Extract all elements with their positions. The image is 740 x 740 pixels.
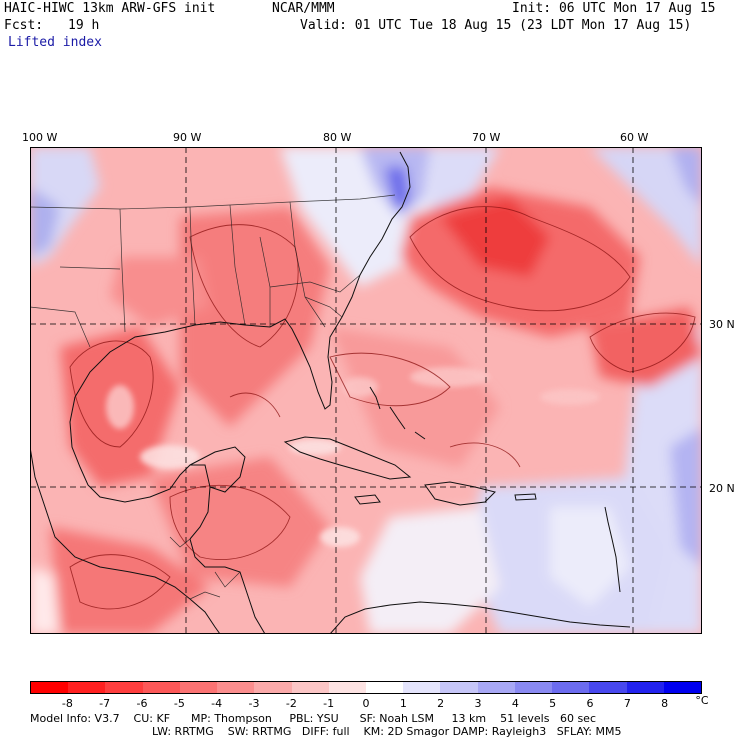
- lifted-index-map: [30, 147, 702, 634]
- map-canvas: [30, 147, 702, 634]
- valid-time: Valid: 01 UTC Tue 18 Aug 15 (23 LDT Mon …: [300, 18, 692, 33]
- colorbar-segment: [589, 682, 627, 693]
- lon-label-70w: 70 W: [472, 131, 501, 144]
- colorbar-tick-label: -3: [248, 697, 260, 710]
- colorbar-tick-label: -1: [323, 697, 335, 710]
- lat-lon-grid: [30, 147, 702, 634]
- field-shading: [30, 147, 702, 634]
- colorbar-segment: [440, 682, 478, 693]
- colorbar-tick-label: -2: [285, 697, 297, 710]
- coastlines: [30, 151, 631, 634]
- lon-label-60w: 60 W: [620, 131, 649, 144]
- colorbar-tick-label: 3: [474, 697, 482, 710]
- map-frame: [30, 147, 702, 634]
- colorbar-segment: [179, 682, 218, 693]
- fcst-value: 19 h: [68, 18, 100, 33]
- colorbar-segment: [217, 682, 255, 693]
- lat-label-20n: 20 N: [709, 482, 735, 495]
- colorbar-tick-label: -5: [173, 697, 185, 710]
- colorbar-unit: °C: [695, 694, 709, 707]
- colorbar-tick-label: 4: [511, 697, 519, 710]
- model-info-line1: Model Info: V3.7 CU: KF MP: Thompson PBL…: [30, 712, 596, 725]
- colorbar-segment: [552, 682, 590, 693]
- colorbar-segment: [31, 682, 69, 693]
- li-contours: [69, 206, 696, 610]
- colorbar-tick-label: 7: [623, 697, 631, 710]
- colorbar-tick-label: -8: [61, 697, 73, 710]
- model-info-line2: LW: RRTMG SW: RRTMG DIFF: full KM: 2D Sm…: [152, 725, 622, 738]
- colorbar-segment: [291, 682, 329, 693]
- political-borders: [30, 194, 396, 600]
- fcst-label: Fcst:: [4, 18, 44, 33]
- colorbar-tick-label: 2: [437, 697, 445, 710]
- colorbar-segment: [365, 682, 404, 693]
- colorbar-segment: [105, 682, 143, 693]
- colorbar-tick-label: 0: [362, 697, 370, 710]
- colorbar-segment: [142, 682, 180, 693]
- colorbar-tick-label: -4: [211, 697, 223, 710]
- field-name: Lifted index: [8, 35, 102, 50]
- colorbar-segment: [626, 682, 664, 693]
- model-title: HAIC-HIWC 13km ARW-GFS init: [4, 1, 216, 16]
- colorbar-tick-label: 6: [586, 697, 594, 710]
- colorbar: [30, 681, 702, 694]
- org-label: NCAR/MMM: [272, 1, 335, 16]
- colorbar-tick-label: 8: [661, 697, 669, 710]
- colorbar-segment: [403, 682, 441, 693]
- colorbar-tick-label: 5: [549, 697, 557, 710]
- field-detail: [106, 367, 600, 547]
- colorbar-tick-label: -7: [99, 697, 111, 710]
- colorbar-segment: [254, 682, 292, 693]
- colorbar-segment: [68, 682, 106, 693]
- lon-label-90w: 90 W: [173, 131, 202, 144]
- colorbar-segment: [514, 682, 553, 693]
- colorbar-tick-label: 1: [399, 697, 407, 710]
- lat-label-30n: 30 N: [709, 318, 735, 331]
- lon-label-100w: 100 W: [22, 131, 58, 144]
- colorbar-segment: [477, 682, 515, 693]
- colorbar-segment: [328, 682, 366, 693]
- init-time: Init: 06 UTC Mon 17 Aug 15: [512, 1, 716, 16]
- colorbar-tick-label: -6: [136, 697, 148, 710]
- colorbar-segment: [663, 682, 701, 693]
- lon-label-80w: 80 W: [323, 131, 352, 144]
